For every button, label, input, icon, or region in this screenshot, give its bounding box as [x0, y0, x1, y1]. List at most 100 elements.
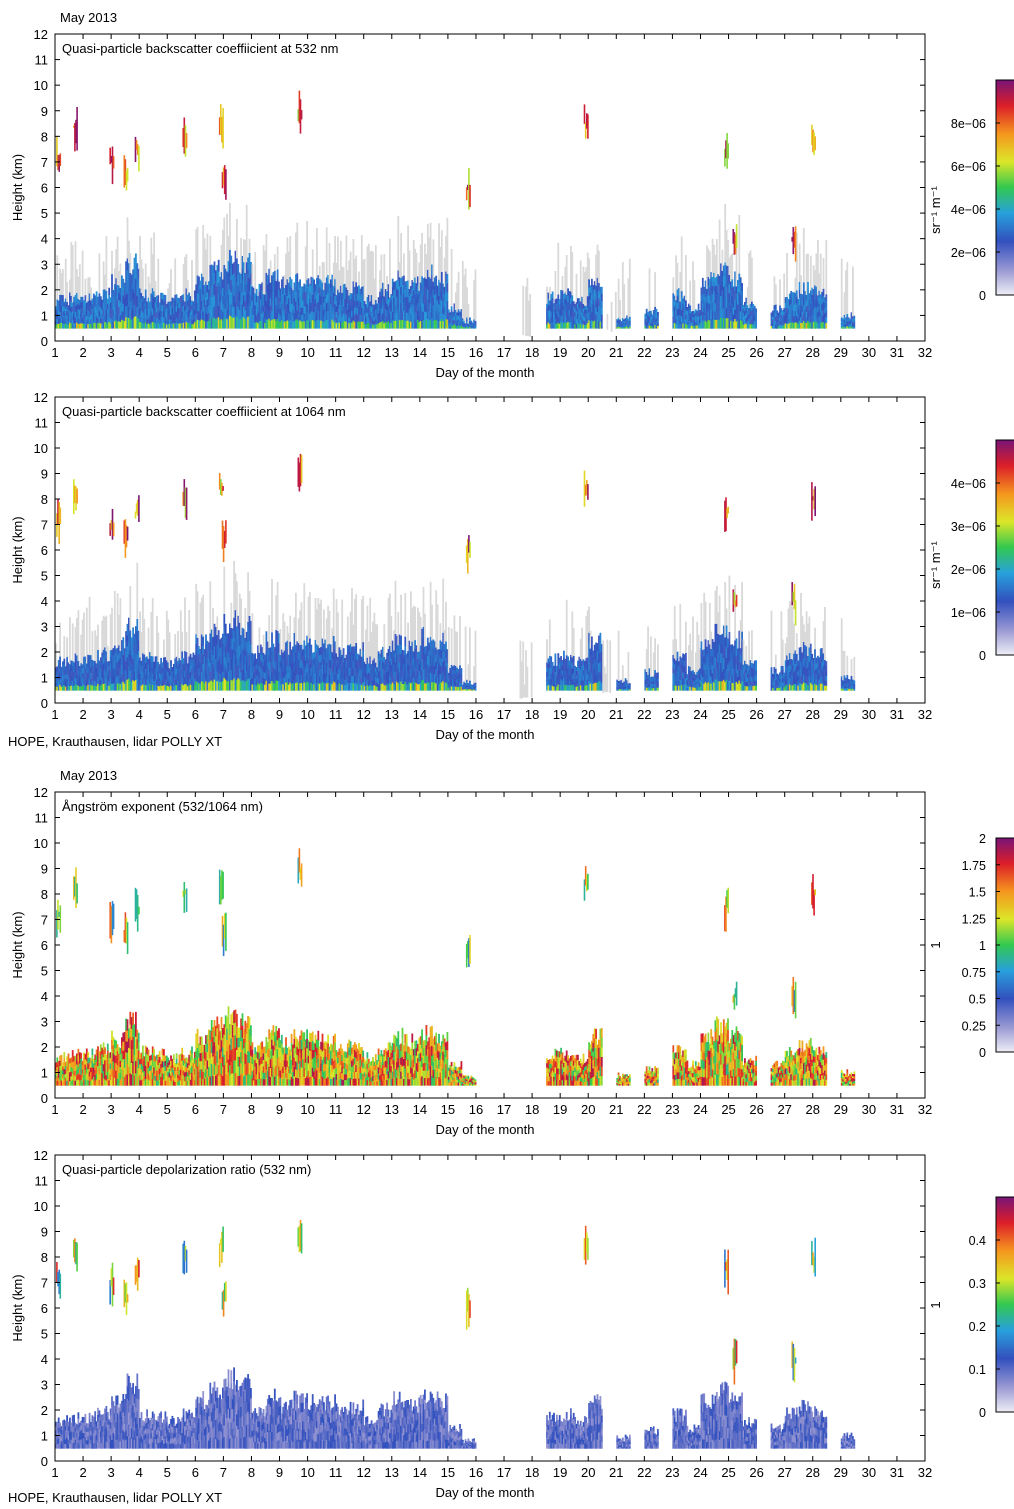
heatmap-cell [143, 318, 146, 324]
heatmap-cell [66, 310, 68, 316]
heatmap-cell [600, 293, 603, 301]
y-tick-label: 11 [35, 53, 49, 68]
heatmap-cell [88, 310, 91, 318]
heatmap-cell [408, 250, 411, 289]
heatmap-cell [243, 239, 245, 263]
heatmap-cell [697, 303, 700, 309]
heatmap-cell [189, 317, 192, 324]
heatmap-cell [137, 288, 140, 299]
heatmap-cell [205, 304, 207, 313]
heatmap-cell [195, 291, 198, 300]
heatmap-cell [254, 322, 257, 329]
heatmap-cell [186, 317, 189, 323]
heatmap-cell [266, 292, 269, 303]
heatmap-cell [208, 320, 210, 329]
heatmap-cell [67, 309, 70, 314]
heatmap-cell [689, 280, 692, 306]
heatmap-cell [186, 322, 189, 329]
heatmap-cell [360, 307, 363, 315]
heatmap-cell [113, 313, 116, 322]
heatmap-cell [147, 307, 150, 314]
heatmap-cell [231, 274, 234, 286]
heatmap-cell [229, 275, 231, 290]
heatmap-cell [193, 303, 196, 310]
y-tick-label: 0 [41, 334, 48, 349]
heatmap-cell [250, 284, 252, 296]
heatmap-cell [238, 291, 241, 301]
heatmap-cell [104, 289, 106, 297]
heatmap-cell [150, 316, 153, 323]
heatmap-cell [130, 310, 133, 320]
heatmap-cell [167, 288, 170, 302]
heatmap-cell [234, 276, 237, 290]
heatmap-cell [119, 308, 122, 316]
heatmap-cell [174, 258, 177, 295]
heatmap-cell [73, 317, 75, 324]
heatmap-cell [121, 284, 123, 294]
heatmap-cell [262, 316, 265, 323]
heatmap-cell [328, 305, 331, 314]
heatmap-cell [150, 299, 153, 306]
heatmap-cell [278, 297, 280, 306]
heatmap-cell [64, 258, 67, 299]
heatmap-cell [338, 316, 341, 323]
heatmap-cell [252, 294, 255, 302]
heatmap-cell [132, 269, 134, 280]
heatmap-cell [185, 295, 188, 303]
heatmap-cell [243, 295, 245, 307]
heatmap-cell [209, 275, 212, 287]
x-tick-label: 8 [248, 345, 255, 360]
heatmap-cell [85, 302, 88, 308]
heatmap-cell [125, 272, 127, 284]
heatmap-cell [583, 104, 586, 124]
heatmap-cell [106, 313, 109, 319]
heatmap-cell [104, 302, 106, 310]
heatmap-cell [352, 304, 355, 313]
heatmap-cell [133, 304, 136, 317]
heatmap-cell [165, 324, 168, 329]
heatmap-cell [321, 290, 324, 299]
heatmap-cell [217, 259, 220, 272]
heatmap-cell [296, 291, 299, 302]
heatmap-cell [234, 263, 237, 277]
heatmap-cell [203, 292, 206, 300]
heatmap-cell [136, 562, 139, 619]
heatmap-cell [280, 295, 283, 305]
heatmap-cell [337, 321, 339, 329]
heatmap-cell [121, 319, 123, 329]
heatmap-cell [217, 271, 220, 283]
heatmap-cell [268, 268, 271, 280]
heatmap-cell [795, 290, 798, 298]
heatmap-cell [276, 289, 279, 300]
heatmap-cell [84, 295, 87, 301]
heatmap-cell [230, 291, 233, 305]
heatmap-cell [170, 269, 172, 302]
heatmap-cell [113, 306, 116, 314]
heatmap-cell [182, 316, 185, 323]
heatmap-cell [224, 268, 227, 279]
heatmap-cell [271, 292, 273, 303]
heatmap-cell [170, 310, 172, 316]
heatmap-cell [276, 246, 279, 270]
heatmap-cell [97, 312, 99, 319]
heatmap-cell [154, 317, 157, 324]
heatmap-cell [56, 304, 59, 310]
heatmap-cell [73, 312, 75, 319]
heatmap-cell [310, 302, 313, 312]
heatmap-cell [113, 268, 116, 285]
heatmap-cell [88, 597, 91, 656]
heatmap-cell [132, 318, 134, 329]
heatmap-cell [275, 312, 278, 321]
heatmap-cell [109, 307, 112, 314]
heatmap-cell [212, 317, 214, 329]
heatmap-cell [309, 313, 311, 322]
heatmap-cell [362, 321, 365, 329]
heatmap-cell [185, 652, 188, 659]
heatmap-cell [251, 314, 254, 322]
heatmap-cell [209, 235, 212, 265]
heatmap-cell [198, 293, 200, 303]
heatmap-cell [88, 316, 91, 323]
heatmap-cell [257, 295, 259, 302]
heatmap-cell [60, 294, 63, 301]
heatmap-cell [606, 313, 609, 330]
